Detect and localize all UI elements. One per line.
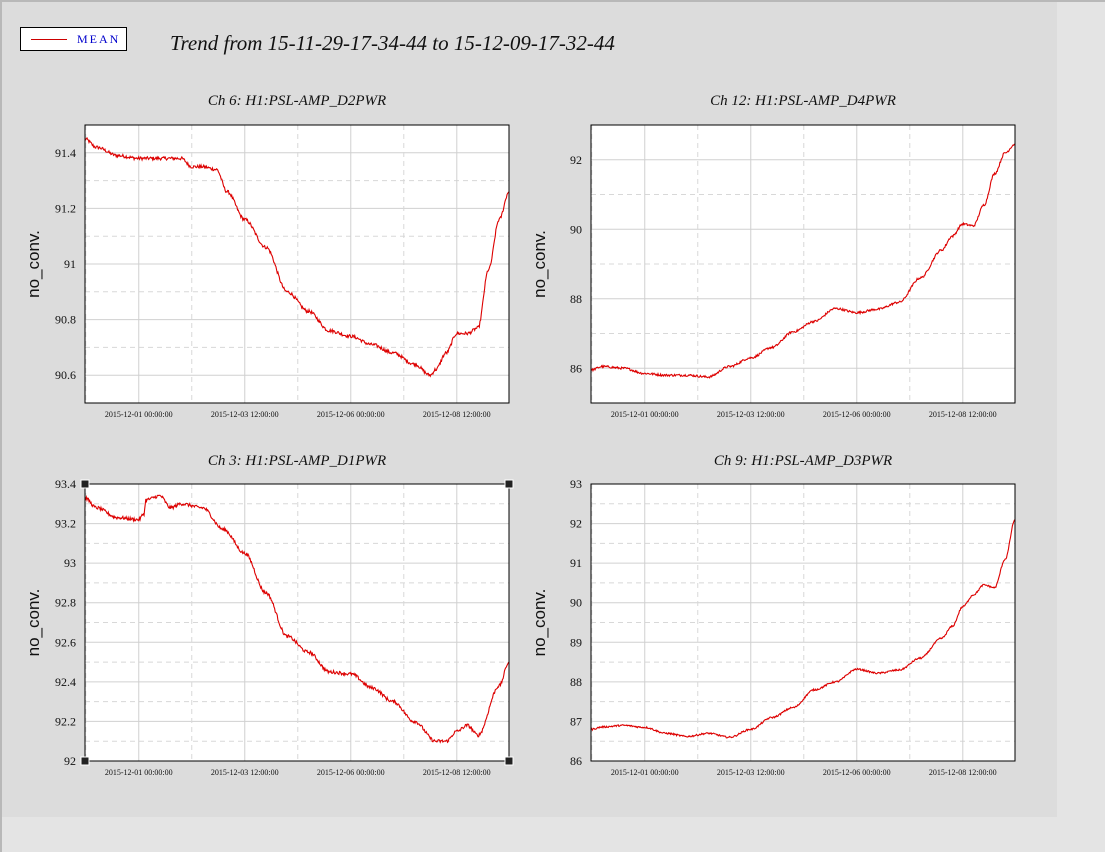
y-axis-label: no_conv.	[24, 230, 43, 298]
y-tick-label: 90.6	[55, 368, 76, 382]
selection-handle[interactable]	[80, 479, 90, 489]
x-tick-label: 2015-12-06 00:00:00	[317, 410, 385, 419]
y-tick-label: 92	[64, 754, 76, 768]
y-tick-label: 92	[570, 153, 582, 167]
selection-handle[interactable]	[80, 756, 90, 766]
y-tick-label: 91.4	[55, 146, 76, 160]
y-tick-label: 93.4	[55, 477, 76, 491]
y-tick-label: 91	[64, 257, 76, 271]
x-tick-label: 2015-12-06 00:00:00	[823, 768, 891, 777]
x-tick-label: 2015-12-01 00:00:00	[105, 768, 173, 777]
x-tick-label: 2015-12-01 00:00:00	[611, 410, 679, 419]
chart-title: Ch 9: H1:PSL-AMP_D3PWR	[714, 453, 892, 469]
y-axis-label: no_conv.	[24, 589, 43, 657]
y-tick-label: 91	[570, 556, 582, 570]
y-tick-label: 92.8	[55, 596, 76, 610]
y-tick-label: 86	[570, 361, 582, 375]
chart-title: Ch 6: H1:PSL-AMP_D2PWR	[208, 93, 386, 109]
trend-title: Trend from 15-11-29-17-34-44 to 15-12-09…	[170, 31, 615, 55]
y-tick-label: 92.2	[55, 714, 76, 728]
selection-handle[interactable]	[504, 479, 514, 489]
y-tick-label: 88	[570, 675, 582, 689]
chart-panel-3: 92 92.2 92.4 92.6 92.8 93 93.2 93.4 2015-12-01 0…	[24, 453, 514, 777]
y-tick-label: 87	[570, 714, 582, 728]
x-tick-label: 2015-12-08 12:00:00	[929, 768, 997, 777]
x-tick-label: 2015-12-01 00:00:00	[105, 410, 173, 419]
x-tick-label: 2015-12-08 12:00:00	[929, 410, 997, 419]
selection-handle[interactable]	[504, 756, 514, 766]
y-tick-label: 89	[570, 635, 582, 649]
y-tick-label: 93	[64, 556, 76, 570]
chart-panel-1: 90.6 90.8 91 91.2 91.4 2015-12-01 00:00:00 201…	[24, 93, 510, 419]
x-tick-label: 2015-12-03 12:00:00	[211, 410, 279, 419]
y-tick-label: 92.6	[55, 635, 76, 649]
chart-panel-2: 86 88 90 92 2015-12-01 00:00:00 2015-12-03 12…	[530, 93, 1016, 419]
y-axis-label: no_conv.	[530, 589, 549, 657]
y-tick-label: 90.8	[55, 313, 76, 327]
chart-panel-4: 86 87 88 89 90 91 92 93 2015-12-01 00:00:00 2015-…	[530, 453, 1016, 777]
y-tick-label: 93.2	[55, 517, 76, 531]
y-tick-label: 88	[570, 292, 582, 306]
x-tick-label: 2015-12-01 00:00:00	[611, 768, 679, 777]
window-left-border	[0, 0, 2, 852]
y-tick-label: 91.2	[55, 201, 76, 215]
y-tick-label: 90	[570, 222, 582, 236]
x-tick-label: 2015-12-03 12:00:00	[717, 768, 785, 777]
series-line-mean	[591, 143, 1015, 379]
y-tick-label: 92.4	[55, 675, 76, 689]
series-line-mean	[85, 136, 509, 378]
chart-title: Ch 3: H1:PSL-AMP_D1PWR	[208, 453, 386, 469]
legend-box: MEAN	[20, 27, 127, 51]
x-tick-label: 2015-12-06 00:00:00	[317, 768, 385, 777]
x-tick-label: 2015-12-06 00:00:00	[823, 410, 891, 419]
chart-title: Ch 12: H1:PSL-AMP_D4PWR	[710, 93, 896, 109]
plot-frame	[84, 483, 510, 762]
y-tick-label: 86	[570, 754, 582, 768]
x-tick-label: 2015-12-03 12:00:00	[717, 410, 785, 419]
x-tick-label: 2015-12-08 12:00:00	[423, 768, 491, 777]
series-line-mean	[85, 494, 509, 744]
x-tick-label: 2015-12-03 12:00:00	[211, 768, 279, 777]
window-top-border	[0, 0, 1105, 2]
y-axis-label: no_conv.	[530, 230, 549, 298]
y-tick-label: 92	[570, 517, 582, 531]
legend-swatch-mean	[31, 39, 67, 40]
plot-frame	[84, 124, 510, 404]
y-tick-label: 90	[570, 596, 582, 610]
series-line-mean	[591, 519, 1015, 739]
plot-frame	[590, 124, 1016, 404]
legend-label-mean: MEAN	[77, 32, 121, 46]
plot-frame	[590, 483, 1016, 762]
y-tick-label: 93	[570, 477, 582, 491]
x-tick-label: 2015-12-08 12:00:00	[423, 410, 491, 419]
